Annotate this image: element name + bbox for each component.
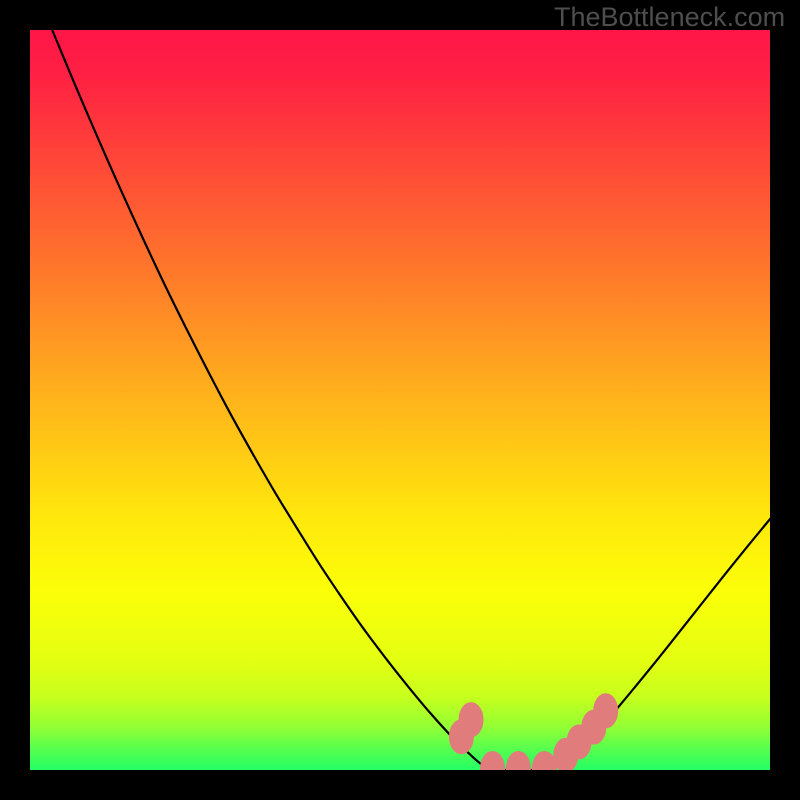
watermark-text: TheBottleneck.com	[554, 2, 785, 33]
bottleneck-chart	[0, 0, 800, 800]
data-marker	[481, 752, 505, 786]
data-marker	[459, 703, 483, 737]
data-marker	[594, 694, 618, 728]
data-marker	[506, 752, 530, 786]
data-marker	[532, 752, 556, 786]
